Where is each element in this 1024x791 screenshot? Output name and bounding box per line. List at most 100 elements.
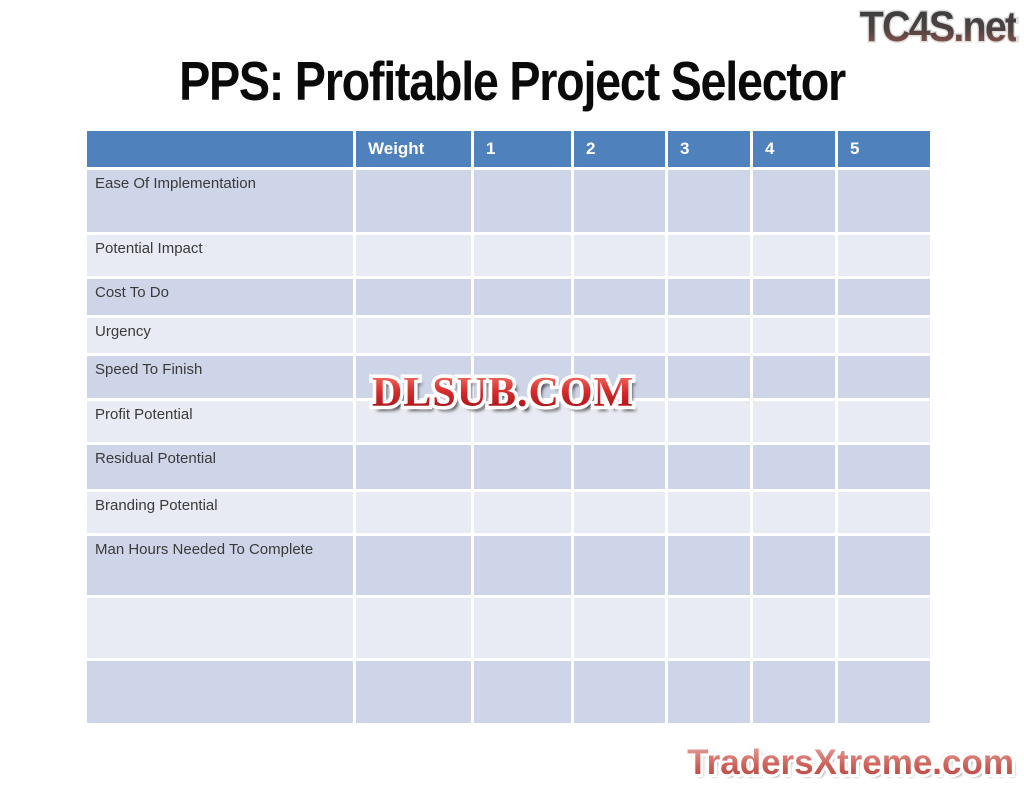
score-cell bbox=[474, 445, 571, 489]
score-cell bbox=[574, 445, 665, 489]
criterion-label-cell: Profit Potential bbox=[87, 401, 353, 442]
score-cell bbox=[574, 492, 665, 533]
score-cell bbox=[574, 279, 665, 315]
score-cell bbox=[574, 661, 665, 723]
score-cell bbox=[668, 170, 750, 232]
table-row: Profit Potential bbox=[87, 401, 930, 442]
score-cell bbox=[753, 598, 835, 658]
header-cell-score-3: 3 bbox=[668, 131, 750, 167]
weight-cell bbox=[356, 598, 471, 658]
score-cell bbox=[668, 445, 750, 489]
score-cell bbox=[474, 598, 571, 658]
criterion-label-cell: Cost To Do bbox=[87, 279, 353, 315]
weight-cell bbox=[356, 401, 471, 442]
score-cell bbox=[574, 235, 665, 276]
score-cell bbox=[474, 170, 571, 232]
score-cell bbox=[574, 536, 665, 595]
score-cell bbox=[668, 661, 750, 723]
score-cell bbox=[474, 536, 571, 595]
score-cell bbox=[838, 445, 930, 489]
watermark-dlsub: DLSUB.COM DLSUB.COM bbox=[368, 367, 636, 420]
score-cell bbox=[838, 661, 930, 723]
score-cell bbox=[838, 235, 930, 276]
score-cell bbox=[668, 318, 750, 353]
score-cell bbox=[474, 492, 571, 533]
watermark-tradersxtreme-text: TradersXtreme.com bbox=[687, 743, 1014, 782]
table-header-row: Weight 1 2 3 4 5 bbox=[87, 131, 930, 167]
score-cell bbox=[668, 598, 750, 658]
table-row bbox=[87, 661, 930, 723]
score-cell bbox=[474, 279, 571, 315]
score-cell bbox=[838, 356, 930, 398]
criterion-label-cell: Residual Potential bbox=[87, 445, 353, 489]
score-cell bbox=[668, 235, 750, 276]
table-row bbox=[87, 598, 930, 658]
header-cell-score-2: 2 bbox=[574, 131, 665, 167]
score-cell bbox=[574, 401, 665, 442]
weight-cell bbox=[356, 492, 471, 533]
criterion-label-cell: Branding Potential bbox=[87, 492, 353, 533]
weight-cell bbox=[356, 356, 471, 398]
weight-cell bbox=[356, 279, 471, 315]
criterion-label-cell: Man Hours Needed To Complete bbox=[87, 536, 353, 595]
criterion-label-cell bbox=[87, 598, 353, 658]
score-cell bbox=[753, 661, 835, 723]
criterion-label-cell: Urgency bbox=[87, 318, 353, 353]
watermark-tc4s-outline: TC4S.net bbox=[858, 2, 1019, 53]
weight-cell bbox=[356, 536, 471, 595]
score-cell bbox=[838, 318, 930, 353]
table-row: Urgency bbox=[87, 318, 930, 353]
header-cell-score-1: 1 bbox=[474, 131, 571, 167]
score-cell bbox=[668, 279, 750, 315]
watermark-dlsub-outline: DLSUB.COM bbox=[368, 367, 636, 420]
score-cell bbox=[574, 598, 665, 658]
header-cell-blank bbox=[87, 131, 353, 167]
score-cell bbox=[474, 356, 571, 398]
score-cell bbox=[574, 170, 665, 232]
score-cell bbox=[838, 170, 930, 232]
header-cell-score-5: 5 bbox=[838, 131, 930, 167]
score-cell bbox=[753, 318, 835, 353]
table-row: Potential Impact bbox=[87, 235, 930, 276]
criterion-label-cell: Speed To Finish bbox=[87, 356, 353, 398]
score-cell bbox=[753, 536, 835, 595]
table-row: Ease Of Implementation bbox=[87, 170, 930, 232]
table-row: Branding Potential bbox=[87, 492, 930, 533]
watermark-tc4s-text: TC4S.net bbox=[859, 3, 1018, 51]
header-cell-weight: Weight bbox=[356, 131, 471, 167]
watermark-tradersxtreme: TradersXtreme.com TradersXtreme.com bbox=[684, 740, 1017, 785]
table-row: Man Hours Needed To Complete bbox=[87, 536, 930, 595]
score-cell bbox=[668, 536, 750, 595]
score-cell bbox=[474, 661, 571, 723]
score-cell bbox=[474, 318, 571, 353]
score-cell bbox=[574, 356, 665, 398]
header-cell-score-4: 4 bbox=[753, 131, 835, 167]
weight-cell bbox=[356, 445, 471, 489]
table-row: Residual Potential bbox=[87, 445, 930, 489]
score-cell bbox=[838, 536, 930, 595]
weight-cell bbox=[356, 170, 471, 232]
score-cell bbox=[474, 401, 571, 442]
criterion-label-cell: Potential Impact bbox=[87, 235, 353, 276]
watermark-tc4s: TC4S.net TC4S.net bbox=[858, 2, 1019, 53]
watermark-dlsub-text: DLSUB.COM bbox=[372, 370, 635, 416]
score-cell bbox=[668, 492, 750, 533]
weight-cell bbox=[356, 661, 471, 723]
score-cell bbox=[753, 401, 835, 442]
score-cell bbox=[753, 445, 835, 489]
table-row: Speed To Finish bbox=[87, 356, 930, 398]
score-cell bbox=[838, 401, 930, 442]
score-cell bbox=[668, 401, 750, 442]
score-cell bbox=[574, 318, 665, 353]
score-cell bbox=[753, 356, 835, 398]
project-selector-table: Weight 1 2 3 4 5 Ease Of Implementation … bbox=[84, 128, 933, 726]
score-cell bbox=[753, 492, 835, 533]
score-cell bbox=[838, 279, 930, 315]
score-cell bbox=[668, 356, 750, 398]
criterion-label-cell bbox=[87, 661, 353, 723]
table-row: Cost To Do bbox=[87, 279, 930, 315]
page-title: PPS: Profitable Project Selector bbox=[179, 50, 846, 112]
score-cell bbox=[753, 235, 835, 276]
criterion-label-cell: Ease Of Implementation bbox=[87, 170, 353, 232]
